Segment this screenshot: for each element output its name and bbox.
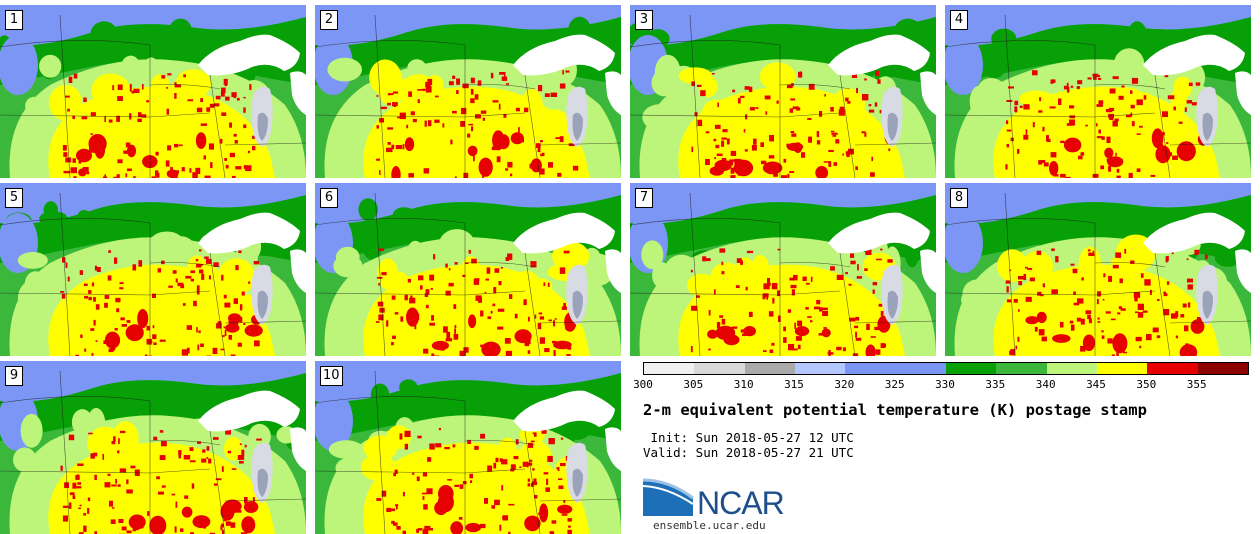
ensemble-member-map: 1 bbox=[0, 5, 306, 178]
ensemble-member-map: 7 bbox=[630, 183, 936, 356]
colorbar-swatch bbox=[1047, 363, 1097, 374]
colorbar-swatch bbox=[745, 363, 795, 374]
colorbar-tick-label: 330 bbox=[935, 378, 955, 391]
colorbar-tick-label: 335 bbox=[985, 378, 1005, 391]
website-url: ensemble.ucar.edu bbox=[653, 519, 766, 532]
colorbar-swatch bbox=[896, 363, 946, 374]
colorbar-tick-label: 300 bbox=[633, 378, 653, 391]
member-number-label: 9 bbox=[5, 366, 23, 386]
colorbar-swatch bbox=[946, 363, 996, 374]
colorbar-swatch bbox=[1198, 363, 1248, 374]
ensemble-member-map: 2 bbox=[315, 5, 621, 178]
colorbar-swatch bbox=[644, 363, 694, 374]
ensemble-member-map: 6 bbox=[315, 183, 621, 356]
colorbar-tick-label: 340 bbox=[1036, 378, 1056, 391]
colorbar-tick-label: 315 bbox=[784, 378, 804, 391]
colorbar-swatch bbox=[996, 363, 1046, 374]
ensemble-member-map: 8 bbox=[945, 183, 1251, 356]
member-number-label: 2 bbox=[320, 10, 338, 30]
colorbar-swatch bbox=[795, 363, 845, 374]
colorbar-tick-label: 355 bbox=[1187, 378, 1207, 391]
colorbar-tick-label: 345 bbox=[1086, 378, 1106, 391]
ensemble-member-map: 9 bbox=[0, 361, 306, 534]
member-number-label: 10 bbox=[320, 366, 343, 386]
ncar-logo-icon bbox=[643, 478, 695, 518]
ensemble-member-map: 5 bbox=[0, 183, 306, 356]
colorbar-swatch bbox=[694, 363, 744, 374]
colorbar-tick-label: 320 bbox=[834, 378, 854, 391]
member-number-label: 4 bbox=[950, 10, 968, 30]
ncar-logo-text: NCAR bbox=[697, 486, 784, 520]
figure-title: 2-m equivalent potential temperature (K)… bbox=[643, 401, 1147, 419]
member-number-label: 5 bbox=[5, 188, 23, 208]
ensemble-member-map: 4 bbox=[945, 5, 1251, 178]
colorbar-tick-label: 305 bbox=[683, 378, 703, 391]
colorbar-tick-label: 325 bbox=[885, 378, 905, 391]
ensemble-member-map: 10 bbox=[315, 361, 621, 534]
member-number-label: 8 bbox=[950, 188, 968, 208]
init-time: Init: Sun 2018-05-27 12 UTC bbox=[643, 430, 854, 445]
colorbar bbox=[643, 362, 1249, 375]
colorbar-tick-label: 310 bbox=[734, 378, 754, 391]
member-number-label: 3 bbox=[635, 10, 653, 30]
member-number-label: 7 bbox=[635, 188, 653, 208]
colorbar-swatch bbox=[845, 363, 895, 374]
colorbar-swatch bbox=[1147, 363, 1197, 374]
member-number-label: 1 bbox=[5, 10, 23, 30]
ensemble-member-map: 3 bbox=[630, 5, 936, 178]
colorbar-tick-label: 350 bbox=[1136, 378, 1156, 391]
valid-time: Valid: Sun 2018-05-27 21 UTC bbox=[643, 445, 854, 460]
colorbar-swatch bbox=[1097, 363, 1147, 374]
member-number-label: 6 bbox=[320, 188, 338, 208]
